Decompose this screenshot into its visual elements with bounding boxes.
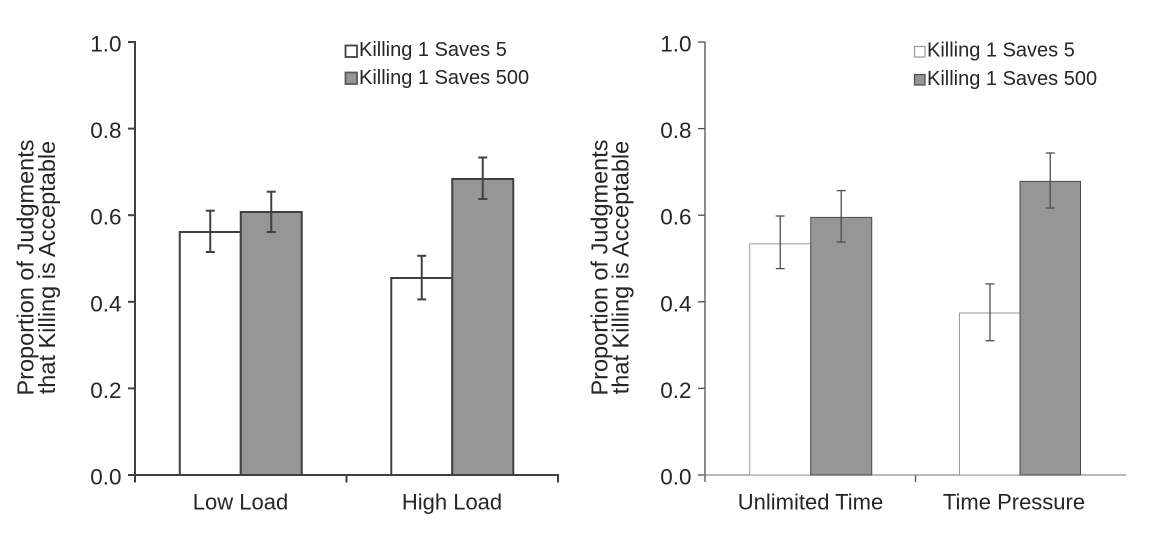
- svg-text:Time Pressure: Time Pressure: [943, 490, 1085, 515]
- svg-text:Low Load: Low Load: [193, 490, 288, 515]
- svg-text:1.0: 1.0: [90, 32, 121, 57]
- svg-text:0.8: 0.8: [660, 118, 691, 143]
- svg-text:0.6: 0.6: [90, 205, 121, 230]
- svg-text:0.2: 0.2: [90, 378, 121, 403]
- svg-text:1.0: 1.0: [660, 32, 691, 57]
- svg-text:0.0: 0.0: [90, 465, 121, 490]
- svg-text:Killing 1 Saves 5: Killing 1 Saves 5: [359, 39, 507, 61]
- svg-text:Killing 1 Saves 5: Killing 1 Saves 5: [927, 40, 1075, 62]
- svg-text:Killing 1 Saves 500: Killing 1 Saves 500: [359, 67, 529, 89]
- svg-text:that Killing is Acceptable: that Killing is Acceptable: [34, 141, 60, 394]
- svg-text:0.2: 0.2: [660, 378, 691, 403]
- svg-text:that Killing is Acceptable: that Killing is Acceptable: [608, 141, 634, 394]
- svg-text:0.4: 0.4: [90, 291, 121, 316]
- svg-text:0.6: 0.6: [660, 205, 691, 230]
- svg-text:0.8: 0.8: [90, 118, 121, 143]
- svg-text:Killing 1 Saves 500: Killing 1 Saves 500: [927, 68, 1097, 90]
- svg-text:Proportion of Judgments: Proportion of Judgments: [587, 139, 613, 395]
- svg-text:Unlimited Time: Unlimited Time: [738, 490, 883, 515]
- svg-text:High Load: High Load: [402, 490, 502, 515]
- svg-text:0.4: 0.4: [660, 291, 691, 316]
- svg-text:0.0: 0.0: [660, 465, 691, 490]
- svg-text:Proportion of Judgments: Proportion of Judgments: [13, 139, 39, 395]
